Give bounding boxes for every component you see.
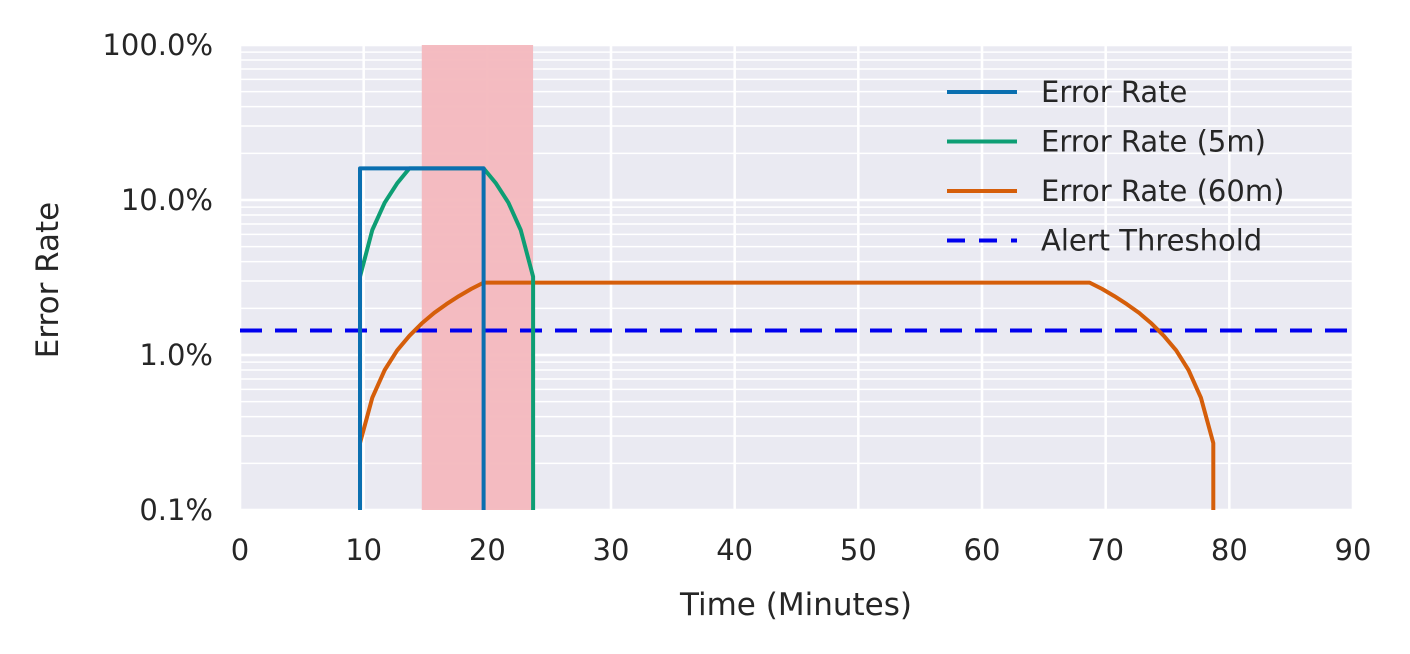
legend-label: Error Rate (60m)	[1041, 174, 1284, 208]
series-line-error-rate	[358, 166, 486, 510]
legend-label: Error Rate (5m)	[1041, 125, 1266, 159]
y-axis-label: Error Rate	[30, 202, 66, 359]
x-tick-label: 30	[593, 533, 630, 567]
legend-label: Alert Threshold	[1041, 224, 1262, 258]
x-tick-label: 40	[716, 533, 753, 567]
legend: Error Rate Error Rate (5m) Error Rate (60m…	[947, 75, 1284, 258]
y-tick-label: 10.0%	[121, 183, 213, 217]
plot-area	[240, 45, 1353, 510]
x-tick-label: 0	[231, 533, 249, 567]
x-tick-label: 70	[1087, 533, 1124, 567]
x-tick-label: 80	[1211, 533, 1248, 567]
x-tick-label: 10	[345, 533, 382, 567]
shaded-incident-region	[421, 45, 534, 510]
x-axis-label: Time (Minutes)	[679, 587, 912, 623]
legend-label: Error Rate	[1041, 75, 1187, 109]
x-tick-label: 20	[469, 533, 506, 567]
series-lines	[240, 166, 1353, 510]
y-tick-label: 1.0%	[139, 338, 213, 372]
y-tick-labels: 0.1% 1.0% 10.0% 100.0%	[102, 28, 213, 527]
x-tick-label: 90	[1335, 533, 1372, 567]
y-tick-label: 100.0%	[102, 28, 213, 62]
x-tick-label: 60	[964, 533, 1001, 567]
x-tick-labels: 0 10 20 30 40 50 60 70 80 90	[231, 533, 1372, 567]
x-tick-label: 50	[840, 533, 877, 567]
y-tick-label: 0.1%	[139, 493, 213, 527]
series-line-error-rate-60m	[358, 280, 1216, 510]
